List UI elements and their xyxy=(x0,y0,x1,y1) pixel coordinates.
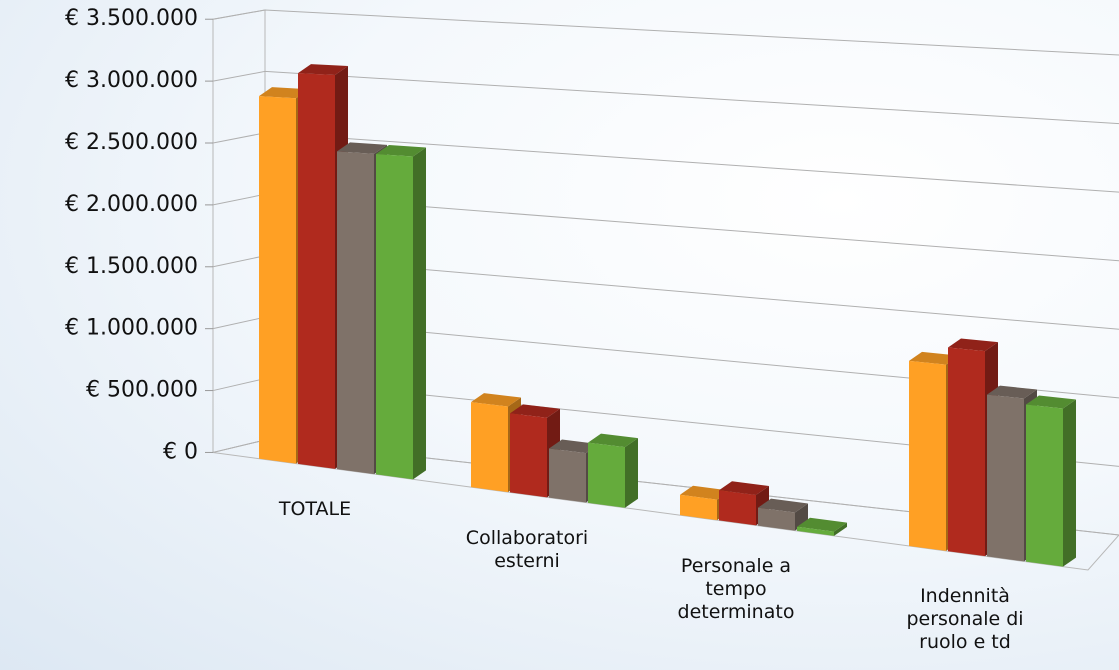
bar-top xyxy=(337,142,387,154)
bar-top xyxy=(588,433,638,448)
bar xyxy=(510,413,547,498)
bar-top xyxy=(471,393,521,407)
bar xyxy=(471,402,508,493)
bar xyxy=(1026,404,1063,567)
bar xyxy=(259,96,296,464)
y-tick-label: € 2.500.000 xyxy=(65,130,198,155)
bar xyxy=(797,526,834,536)
bar-top xyxy=(298,64,348,76)
x-tick-label: Personale a tempo determinato xyxy=(677,554,795,623)
bar-top xyxy=(758,498,808,513)
bar-side xyxy=(834,522,847,536)
bar xyxy=(987,394,1024,562)
bar xyxy=(588,442,625,508)
x-tick-label: Collaboratori esterni xyxy=(465,526,589,572)
bar-top xyxy=(376,145,426,157)
y-tick-label: € 1.000.000 xyxy=(65,316,198,341)
bar-top xyxy=(1026,395,1076,409)
bar-top xyxy=(719,481,769,495)
bar-top xyxy=(797,517,847,532)
bar xyxy=(680,494,717,521)
bar-side xyxy=(1063,399,1076,567)
y-tick-label: € 2.000.000 xyxy=(65,192,198,217)
x-tick-label: TOTALE xyxy=(278,498,352,521)
bar xyxy=(337,151,374,475)
bar xyxy=(758,507,795,531)
bar xyxy=(719,490,756,526)
grid-line xyxy=(212,70,1119,125)
y-tick-label: € 3.000.000 xyxy=(65,68,198,93)
bar xyxy=(948,347,985,557)
bar xyxy=(376,154,413,480)
bar-top xyxy=(680,485,730,500)
bar-side xyxy=(625,438,638,508)
bar xyxy=(549,448,586,503)
bar-top xyxy=(259,87,309,99)
x-tick-label: Indennità personale di ruolo e td xyxy=(906,585,1024,654)
bar-top xyxy=(510,404,560,418)
bar-top xyxy=(987,385,1037,399)
bar-top xyxy=(909,351,959,365)
y-tick-label: € 3.500.000 xyxy=(65,6,198,31)
bar xyxy=(909,360,946,551)
bar-side xyxy=(413,147,426,480)
y-tick-label: € 500.000 xyxy=(86,378,198,403)
y-tick-label: € 1.500.000 xyxy=(65,254,198,279)
bar-top xyxy=(948,338,998,352)
bar-top xyxy=(549,439,599,454)
grid-line xyxy=(212,9,1119,56)
bar xyxy=(298,73,335,469)
y-tick-label: € 0 xyxy=(163,439,198,464)
